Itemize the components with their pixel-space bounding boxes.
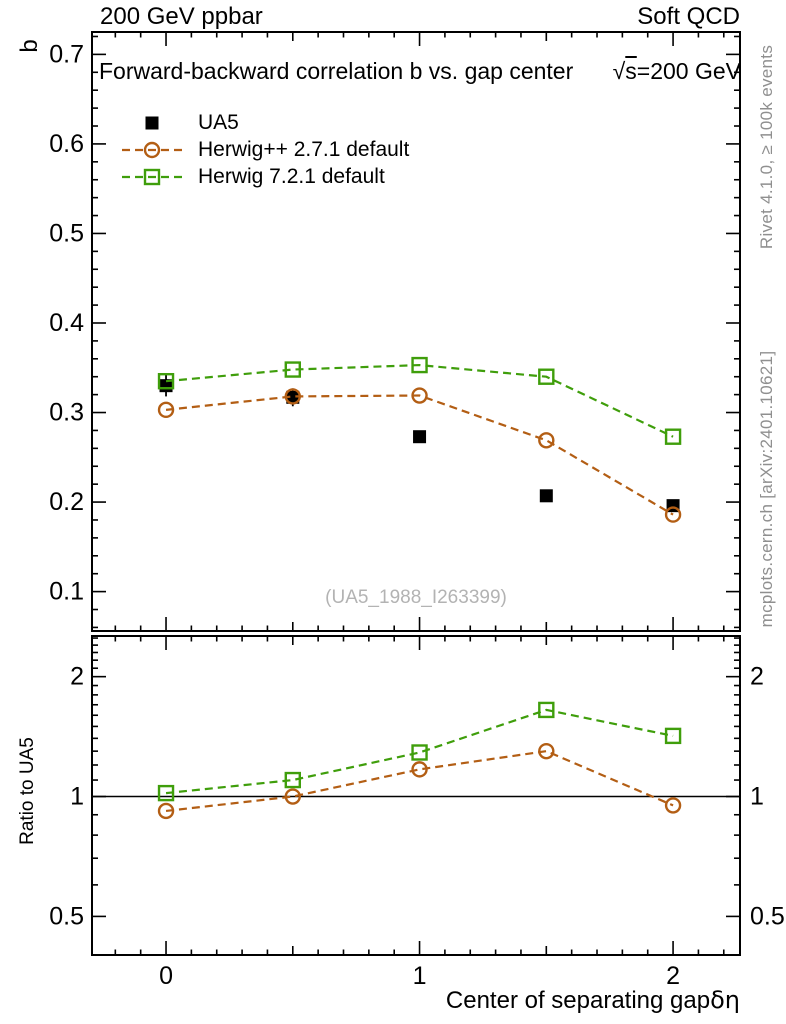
y-tick-label-main: 0.1 <box>49 578 84 606</box>
main-panel-frame <box>91 31 741 632</box>
y-axis-title-main: b <box>16 39 43 53</box>
plot-title-energy: √s=200 GeV <box>612 58 741 84</box>
delta-eta-symbol: δη <box>710 986 740 1014</box>
y-tick-label-main: 0.6 <box>49 130 84 158</box>
x-tick-label: 2 <box>666 962 680 990</box>
y-tick-label-main: 0.4 <box>49 309 84 337</box>
x-axis-title: Center of separating gapδη <box>445 986 740 1014</box>
beam-label: 200 GeV ppbar <box>100 3 263 30</box>
y-tick-label-ratio-right: 0.5 <box>750 902 785 930</box>
legend-marker-herwig7 <box>122 168 182 185</box>
plot-title: Forward-backward correlation b vs. gap c… <box>99 58 741 85</box>
rivet-version-note: Rivet 4.1.0, ≥ 100k events <box>757 44 776 250</box>
series-herwig-2-7-1-default <box>157 742 682 820</box>
legend-label-herwig7: Herwig 7.2.1 default <box>198 164 385 188</box>
series-herwig-7-2-1-default <box>157 356 682 445</box>
y-tick-label-ratio-right: 1 <box>750 783 764 811</box>
x-tick-label: 0 <box>159 962 173 990</box>
y-tick-label-main: 0.7 <box>49 40 84 68</box>
sqrt-icon: √ <box>612 58 626 84</box>
mcplots-credit-note: mcplots.cern.ch [arXiv:2401.10621] <box>757 350 776 628</box>
legend-label-ua5: UA5 <box>198 110 239 134</box>
legend-item-herwigpp: Herwig++ 2.7.1 default <box>120 136 409 163</box>
legend-label-herwigpp: Herwig++ 2.7.1 default <box>198 137 410 161</box>
ratio-panel-frame <box>91 635 741 956</box>
y-tick-label-main: 0.3 <box>49 399 84 427</box>
y-axis-title-ratio: Ratio to UA5 <box>17 737 38 845</box>
y-tick-label-main: 0.2 <box>49 488 84 516</box>
analysis-id-watermark: (UA5_1988_I263399) <box>325 587 507 608</box>
y-tick-label-ratio-right: 2 <box>750 663 764 691</box>
y-tick-label-ratio-left: 0.5 <box>49 902 84 930</box>
legend-marker-ua5 <box>145 116 159 129</box>
y-tick-label-ratio-left: 1 <box>70 783 84 811</box>
legend-item-herwig7: Herwig 7.2.1 default <box>120 163 409 190</box>
legend-item-ua5: UA5 <box>120 109 409 136</box>
y-tick-label-main: 0.5 <box>49 219 84 247</box>
legend: UA5 Herwig++ 2.7.1 default Herwig 7.2.1 … <box>120 109 409 190</box>
plot-title-text: Forward-backward correlation b vs. gap c… <box>99 58 574 84</box>
x-tick-label: 1 <box>413 962 427 990</box>
series-herwig-2-7-1-default <box>157 387 682 523</box>
legend-marker-herwigpp <box>122 141 182 158</box>
series-herwig-7-2-1-default <box>157 701 682 802</box>
process-group-label: Soft QCD <box>637 3 740 30</box>
y-tick-label-ratio-left: 2 <box>70 663 84 691</box>
